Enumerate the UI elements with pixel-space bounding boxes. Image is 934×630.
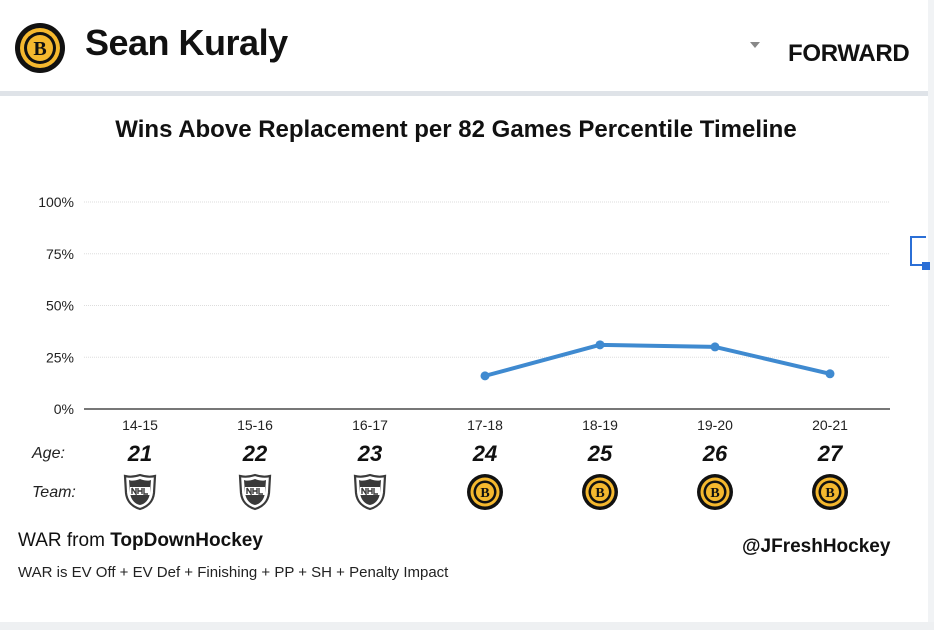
svg-text:B: B — [825, 486, 834, 501]
team-row-label: Team: — [32, 484, 76, 501]
y-tick-label: 0% — [54, 401, 74, 417]
chart-title: Wins Above Replacement per 82 Games Perc… — [115, 116, 797, 143]
line-chart: 0% 25% 50% 75% 100% 14-15 15-16 16-17 17-18 18-19… — [38, 194, 890, 433]
war-definition-note: WAR is EV Off + EV Def + Finishing + PP … — [18, 564, 449, 581]
data-point — [480, 371, 490, 381]
bruins-logo-icon: B — [697, 474, 733, 510]
bruins-logo-icon: B — [812, 474, 848, 510]
war-source-line: WAR from TopDownHockey — [18, 530, 263, 552]
war-source-prefix: WAR from — [18, 530, 111, 551]
age-value: 21 — [127, 441, 153, 466]
data-point — [595, 340, 605, 350]
x-tick-label: 20-21 — [812, 417, 848, 433]
x-tick-label: 15-16 — [237, 417, 273, 433]
data-point — [825, 369, 835, 379]
x-tick-label: 16-17 — [352, 417, 388, 433]
svg-text:B: B — [480, 486, 489, 501]
player-name: Sean Kuraly — [85, 22, 288, 63]
y-tick-label: 75% — [46, 246, 74, 262]
svg-text:B: B — [710, 486, 719, 501]
position-label: FORWARD — [788, 40, 910, 67]
bruins-logo-icon: B — [467, 474, 503, 510]
side-bracket-marker — [910, 236, 926, 266]
war-source-name: TopDownHockey — [110, 530, 263, 551]
x-tick-label: 17-18 — [467, 417, 503, 433]
series-line — [483, 342, 832, 378]
right-edge-strip — [928, 0, 934, 630]
y-tick-label: 50% — [46, 298, 74, 314]
data-point — [710, 342, 720, 352]
bottom-band — [0, 622, 934, 630]
author-handle: @JFreshHockey — [742, 536, 891, 557]
side-marker-handle[interactable] — [922, 262, 930, 270]
bruins-logo-icon: B — [15, 23, 65, 73]
svg-text:B: B — [33, 38, 46, 60]
x-tick-label: 14-15 — [122, 417, 158, 433]
age-value: 24 — [472, 441, 498, 466]
nhl-shield-icon — [238, 473, 272, 511]
nhl-shield-icon — [353, 473, 387, 511]
x-tick-label: 19-20 — [697, 417, 733, 433]
chevron-down-icon[interactable] — [750, 42, 760, 48]
bruins-logo-icon: B — [582, 474, 618, 510]
age-value: 25 — [587, 441, 613, 466]
age-value: 23 — [357, 441, 383, 466]
age-value: 26 — [702, 441, 728, 466]
player-header: B Sean Kuraly FORWARD — [0, 0, 928, 92]
y-tick-label: 100% — [38, 194, 74, 210]
age-row-label: Age: — [32, 445, 65, 462]
age-value: 27 — [817, 441, 843, 466]
svg-text:B: B — [595, 486, 604, 501]
header-divider — [0, 91, 928, 96]
y-tick-label: 25% — [46, 349, 74, 365]
age-value: 22 — [242, 441, 268, 466]
nhl-shield-icon — [123, 473, 157, 511]
x-tick-label: 18-19 — [582, 417, 618, 433]
